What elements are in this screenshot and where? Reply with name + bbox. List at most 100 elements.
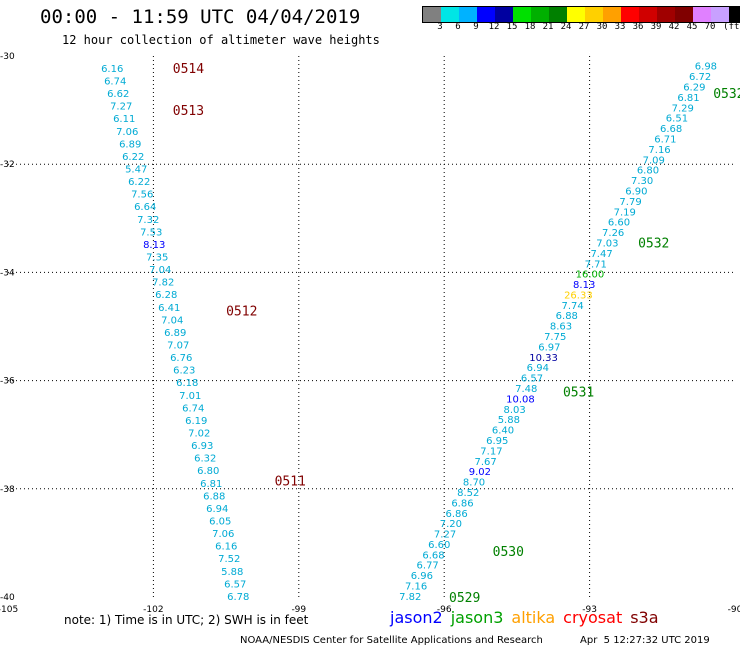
wave-height-value: 7.26 xyxy=(602,228,624,239)
lon-label: -102 xyxy=(143,605,163,615)
wave-height-value: 7.32 xyxy=(137,215,159,226)
wave-height-value: 7.27 xyxy=(110,102,132,113)
wave-height-value: 6.80 xyxy=(197,466,219,477)
wave-height-value: 7.67 xyxy=(475,457,497,468)
wave-height-value: 7.16 xyxy=(405,582,427,593)
color-scale-tick: 70 xyxy=(704,22,716,32)
wave-height-value: 6.29 xyxy=(683,83,705,94)
color-swatch xyxy=(639,7,657,22)
wave-height-value: 6.41 xyxy=(158,303,180,314)
wave-height-value: 8.52 xyxy=(457,488,479,499)
color-scale-tick: 9 xyxy=(473,22,479,32)
wave-height-value: 6.57 xyxy=(224,579,246,590)
wave-height-value: 7.79 xyxy=(619,197,641,208)
satellite-s3a: s3a xyxy=(630,608,659,627)
color-scale-tick: 45 xyxy=(686,22,698,32)
wave-height-value: 6.32 xyxy=(194,454,216,465)
wave-height-value: 7.27 xyxy=(434,530,456,541)
color-swatch xyxy=(621,7,639,22)
wave-height-value: 10.33 xyxy=(529,353,558,364)
wave-height-value: 7.02 xyxy=(188,428,210,439)
wave-height-value: 6.72 xyxy=(689,72,711,83)
wave-height-value: 6.60 xyxy=(608,218,630,229)
wave-height-value: 7.04 xyxy=(161,315,183,326)
wave-height-value: 26.33 xyxy=(564,290,593,301)
wave-height-value: 7.48 xyxy=(515,384,537,395)
color-scale-tick: 30 xyxy=(596,22,608,32)
wave-height-value: 6.74 xyxy=(182,403,204,414)
wave-height-value: 6.90 xyxy=(625,186,647,197)
color-scale-tick: 24 xyxy=(560,22,572,32)
color-scale-tick: 27 xyxy=(578,22,590,32)
wave-height-value: 5.47 xyxy=(125,164,147,175)
wave-height-value: 7.56 xyxy=(131,190,153,201)
wave-height-value: 8.63 xyxy=(550,322,572,333)
wave-height-value: 6.64 xyxy=(134,202,156,213)
pass-label: 0531 xyxy=(563,385,594,400)
color-swatch xyxy=(423,7,441,22)
color-swatch xyxy=(603,7,621,22)
color-swatch xyxy=(585,7,603,22)
pass-label: 0512 xyxy=(226,304,257,319)
wave-height-value: 6.19 xyxy=(185,416,207,427)
wave-height-value: 7.01 xyxy=(179,391,201,402)
wave-height-value: 10.08 xyxy=(506,394,535,405)
wave-height-value: 6.96 xyxy=(411,571,433,582)
pass-label: 0532 xyxy=(713,87,740,102)
wave-height-value: 6.51 xyxy=(666,114,688,125)
lon-label: -90 xyxy=(728,605,740,615)
wave-height-value: 6.16 xyxy=(101,64,123,75)
wave-height-value: 7.16 xyxy=(648,145,670,156)
wave-height-value: 6.76 xyxy=(170,353,192,364)
wave-height-value: 8.13 xyxy=(573,280,595,291)
wave-height-value: 7.71 xyxy=(585,259,607,270)
credit-date: Apr 5 12:27:32 UTC 2019 xyxy=(580,635,710,646)
color-scale-tick: 33 xyxy=(614,22,626,32)
color-scale-tick: 15 xyxy=(506,22,518,32)
color-swatch xyxy=(567,7,585,22)
wave-height-value: 6.78 xyxy=(227,592,249,603)
lat-label: -34 xyxy=(0,268,15,278)
lon-label: -96 xyxy=(437,605,452,615)
color-scale-tick: 42 xyxy=(668,22,680,32)
wave-height-value: 6.18 xyxy=(176,378,198,389)
color-swatch xyxy=(729,7,740,22)
wave-height-value: 8.13 xyxy=(143,240,165,251)
lat-label: -38 xyxy=(0,485,15,495)
wave-height-value: 6.68 xyxy=(422,550,444,561)
wave-height-value: 6.89 xyxy=(164,328,186,339)
wave-height-value: 7.29 xyxy=(672,103,694,114)
wave-height-value: 6.93 xyxy=(191,441,213,452)
color-scale-tick: 39 xyxy=(650,22,662,32)
color-swatch xyxy=(459,7,477,22)
color-scale-tick: 21 xyxy=(542,22,554,32)
color-swatch xyxy=(693,7,711,22)
color-swatch xyxy=(675,7,693,22)
color-swatch xyxy=(711,7,729,22)
wave-height-value: 8.70 xyxy=(463,478,485,489)
pass-label: 0514 xyxy=(173,62,204,77)
wave-height-value: 6.22 xyxy=(128,177,150,188)
lat-label: -36 xyxy=(0,377,15,387)
color-scale-tick: 12 xyxy=(488,22,500,32)
wave-height-value: 6.88 xyxy=(556,311,578,322)
wave-height-value: 7.30 xyxy=(631,176,653,187)
color-swatch xyxy=(495,7,513,22)
lat-label: -30 xyxy=(0,52,15,62)
color-swatch xyxy=(513,7,531,22)
color-scale-tick: 6 xyxy=(455,22,461,32)
wave-height-value: 7.03 xyxy=(596,238,618,249)
wave-height-value: 6.94 xyxy=(206,504,228,515)
wave-height-value: 7.74 xyxy=(561,301,583,312)
satellite-legend: jason2 jason3 altika cryosat s3a xyxy=(390,608,667,627)
wave-height-value: 6.28 xyxy=(155,290,177,301)
wave-height-value: 7.19 xyxy=(614,207,636,218)
wave-height-value: 6.81 xyxy=(200,479,222,490)
wave-height-value: 6.97 xyxy=(538,342,560,353)
lat-label: -32 xyxy=(0,160,15,170)
wave-height-value: 6.74 xyxy=(104,76,126,87)
credit-text: NOAA/NESDIS Center for Satellite Applica… xyxy=(240,635,543,646)
wave-height-value: 6.05 xyxy=(209,516,231,527)
